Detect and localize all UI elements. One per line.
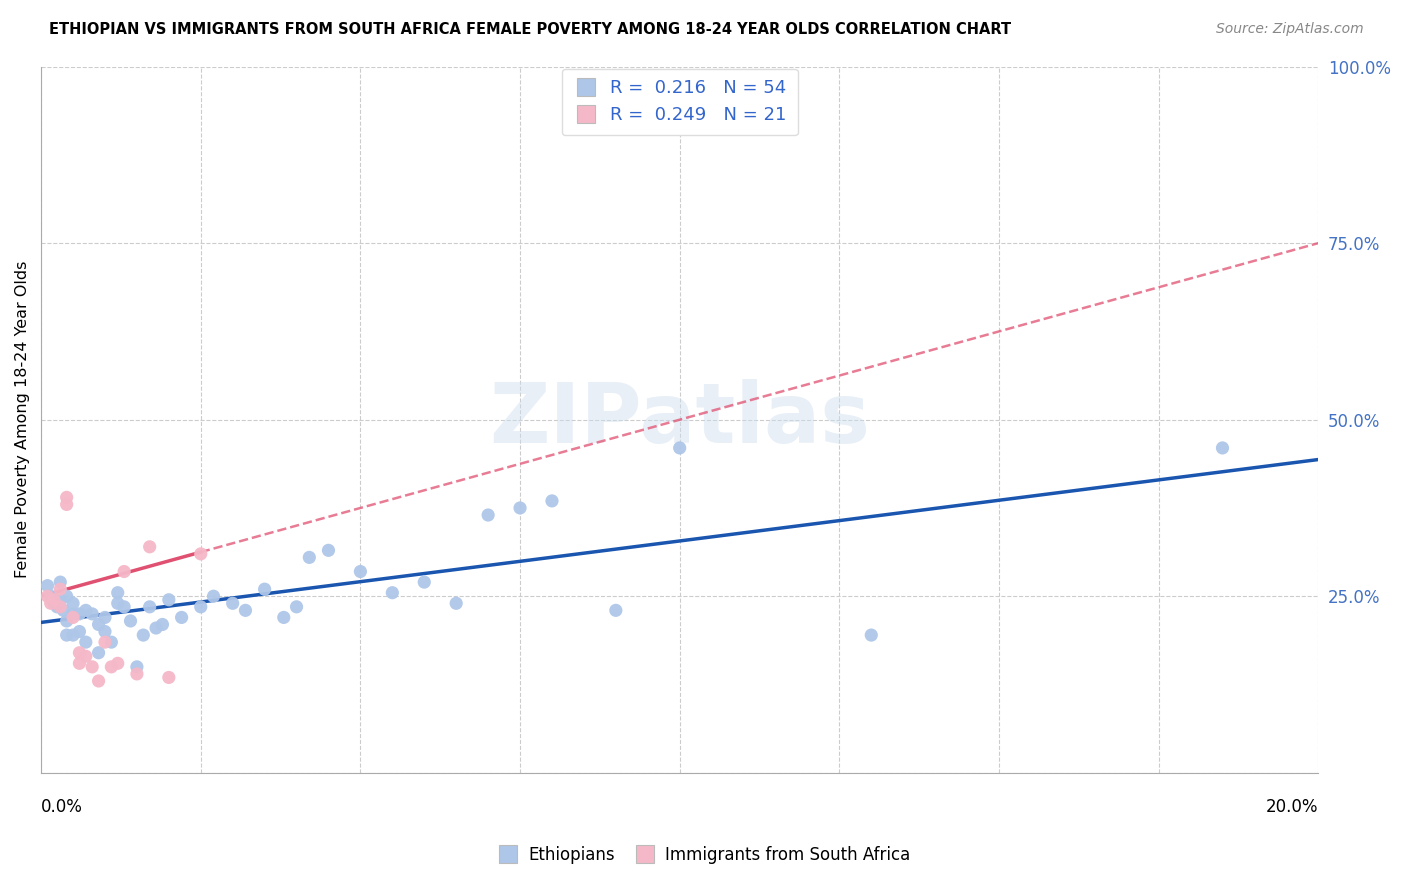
Text: ETHIOPIAN VS IMMIGRANTS FROM SOUTH AFRICA FEMALE POVERTY AMONG 18-24 YEAR OLDS C: ETHIOPIAN VS IMMIGRANTS FROM SOUTH AFRIC…	[49, 22, 1011, 37]
Point	[82, 607, 104, 621]
Point	[253, 582, 276, 597]
Point	[298, 550, 321, 565]
Point	[49, 592, 72, 607]
Point	[49, 575, 72, 590]
Point	[190, 547, 212, 561]
Point	[37, 579, 59, 593]
Point	[55, 589, 77, 603]
Point	[49, 582, 72, 597]
Point	[132, 628, 155, 642]
Point	[145, 621, 167, 635]
Point	[138, 599, 160, 614]
Point	[125, 667, 148, 681]
Point	[509, 500, 531, 515]
Point	[100, 635, 122, 649]
Point	[75, 635, 97, 649]
Point	[62, 610, 84, 624]
Point	[94, 610, 117, 624]
Point	[82, 660, 104, 674]
Point	[37, 589, 59, 603]
Legend: R =  0.216   N = 54, R =  0.249   N = 21: R = 0.216 N = 54, R = 0.249 N = 21	[562, 69, 797, 136]
Point	[100, 660, 122, 674]
Point	[75, 603, 97, 617]
Point	[39, 589, 62, 603]
Point	[541, 494, 564, 508]
Point	[87, 646, 110, 660]
Point	[94, 624, 117, 639]
Point	[62, 607, 84, 621]
Point	[605, 603, 627, 617]
Text: ZIPatlas: ZIPatlas	[489, 379, 870, 460]
Point	[87, 617, 110, 632]
Point	[120, 614, 142, 628]
Point	[39, 596, 62, 610]
Point	[125, 660, 148, 674]
Point	[273, 610, 295, 624]
Point	[112, 599, 135, 614]
Point	[62, 628, 84, 642]
Point	[190, 599, 212, 614]
Legend: Ethiopians, Immigrants from South Africa: Ethiopians, Immigrants from South Africa	[489, 839, 917, 871]
Point	[67, 646, 90, 660]
Point	[1211, 441, 1233, 455]
Text: 0.0%: 0.0%	[41, 797, 83, 815]
Point	[170, 610, 193, 624]
Point	[860, 628, 883, 642]
Point	[349, 565, 371, 579]
Point	[55, 614, 77, 628]
Point	[235, 603, 257, 617]
Point	[668, 441, 690, 455]
Y-axis label: Female Poverty Among 18-24 Year Olds: Female Poverty Among 18-24 Year Olds	[15, 261, 30, 578]
Point	[46, 599, 69, 614]
Point	[285, 599, 308, 614]
Point	[42, 596, 65, 610]
Point	[477, 508, 499, 522]
Point	[49, 599, 72, 614]
Point	[42, 592, 65, 607]
Point	[67, 624, 90, 639]
Point	[107, 657, 129, 671]
Text: 20.0%: 20.0%	[1265, 797, 1319, 815]
Point	[221, 596, 243, 610]
Point	[318, 543, 340, 558]
Point	[52, 603, 75, 617]
Point	[55, 498, 77, 512]
Point	[87, 673, 110, 688]
Point	[444, 596, 467, 610]
Point	[75, 649, 97, 664]
Point	[138, 540, 160, 554]
Point	[157, 670, 180, 684]
Point	[381, 585, 404, 599]
Point	[157, 592, 180, 607]
Point	[55, 628, 77, 642]
Point	[152, 617, 174, 632]
Point	[112, 565, 135, 579]
Point	[67, 607, 90, 621]
Point	[202, 589, 225, 603]
Point	[55, 491, 77, 505]
Point	[94, 635, 117, 649]
Text: Source: ZipAtlas.com: Source: ZipAtlas.com	[1216, 22, 1364, 37]
Point	[413, 575, 436, 590]
Point	[107, 585, 129, 599]
Point	[67, 657, 90, 671]
Point	[62, 596, 84, 610]
Point	[107, 596, 129, 610]
